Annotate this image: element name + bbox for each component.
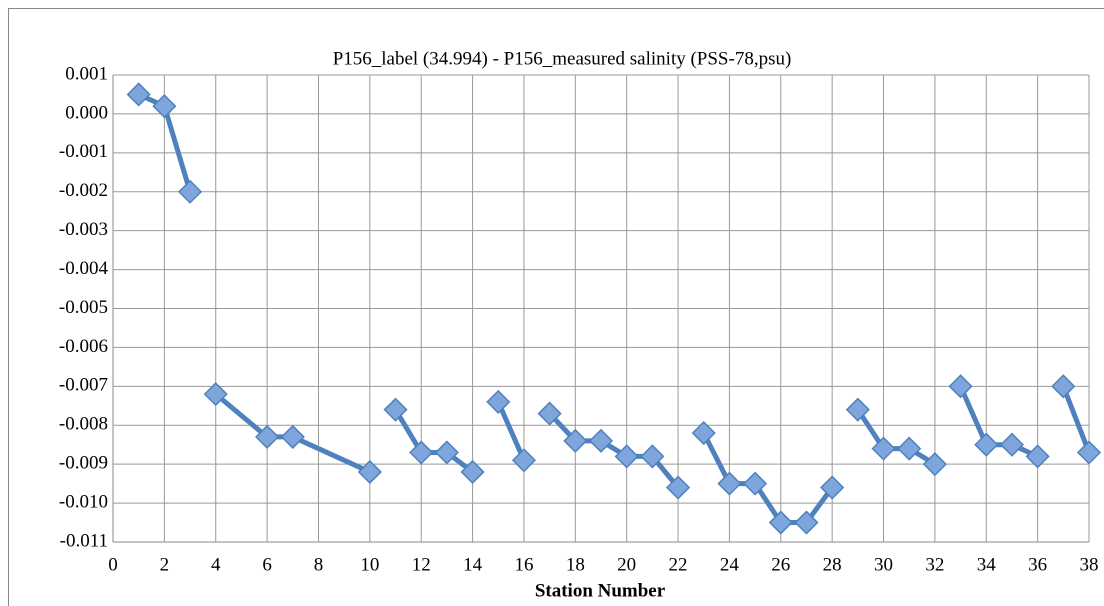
data-point <box>999 432 1025 457</box>
x-tick-label: 32 <box>925 554 944 575</box>
x-tick-label: 38 <box>1080 554 1099 575</box>
x-tick-label: 26 <box>771 554 790 575</box>
x-tick-label: 12 <box>412 554 431 575</box>
y-tick-label: -0.009 <box>59 453 108 474</box>
data-point <box>434 440 459 465</box>
data-point <box>357 459 382 485</box>
data-point <box>614 444 639 469</box>
data-point <box>486 389 511 414</box>
data-point <box>255 424 280 449</box>
data-point <box>1051 374 1076 399</box>
data-point <box>897 436 922 461</box>
data-point <box>794 510 819 535</box>
data-point <box>922 452 947 477</box>
data-point <box>563 428 588 453</box>
y-tick-label: 0.001 <box>65 63 108 84</box>
data-point <box>203 382 228 407</box>
data-point <box>845 397 870 422</box>
data-point <box>409 440 434 465</box>
y-tick-label: -0.004 <box>59 258 109 279</box>
data-point <box>280 424 305 449</box>
data-point <box>152 94 177 119</box>
x-tick-label: 20 <box>617 554 636 575</box>
y-tick-label: -0.006 <box>59 336 108 357</box>
y-tick-label: -0.011 <box>60 530 108 551</box>
x-tick-label: 4 <box>211 554 221 575</box>
y-tick-label: -0.008 <box>59 414 108 435</box>
x-tick-label: 16 <box>514 554 533 575</box>
x-tick-label: 24 <box>720 554 740 575</box>
y-tick-label: -0.007 <box>59 375 108 396</box>
data-point <box>537 401 562 426</box>
data-point <box>126 82 151 107</box>
y-tick-label: -0.001 <box>59 141 108 162</box>
y-tick-label: -0.005 <box>59 297 108 318</box>
y-tick-label: -0.003 <box>59 219 108 240</box>
x-tick-label: 2 <box>160 554 170 575</box>
data-point <box>588 428 614 453</box>
y-tick-label: -0.002 <box>59 180 108 201</box>
data-point <box>691 420 716 446</box>
y-tick-label: 0.000 <box>65 102 108 123</box>
chart-title: P156_label (34.994) - P156_measured sali… <box>333 48 792 69</box>
x-axis-title: Station Number <box>535 580 666 601</box>
data-point <box>177 179 203 204</box>
data-point <box>717 471 742 496</box>
data-point <box>768 510 793 535</box>
data-point <box>743 471 768 496</box>
data-point <box>511 448 537 473</box>
x-tick-label: 6 <box>262 554 272 575</box>
data-point <box>820 475 845 500</box>
x-tick-label: 0 <box>108 554 118 575</box>
data-point <box>460 459 485 485</box>
data-point <box>383 397 408 422</box>
data-point <box>871 436 896 461</box>
data-point <box>1076 440 1102 465</box>
chart-frame <box>8 8 1104 606</box>
data-point <box>640 444 665 469</box>
x-tick-label: 30 <box>874 554 893 575</box>
data-point <box>1025 444 1050 469</box>
x-tick-label: 10 <box>360 554 379 575</box>
x-tick-label: 34 <box>977 554 997 575</box>
data-point <box>948 374 973 399</box>
x-tick-label: 36 <box>1028 554 1047 575</box>
x-tick-label: 28 <box>823 554 842 575</box>
x-tick-label: 22 <box>669 554 688 575</box>
x-tick-label: 8 <box>314 554 324 575</box>
x-tick-label: 14 <box>463 554 483 575</box>
data-point <box>974 432 999 457</box>
data-point <box>665 475 691 500</box>
y-tick-label: -0.010 <box>59 491 108 512</box>
x-tick-label: 18 <box>566 554 585 575</box>
